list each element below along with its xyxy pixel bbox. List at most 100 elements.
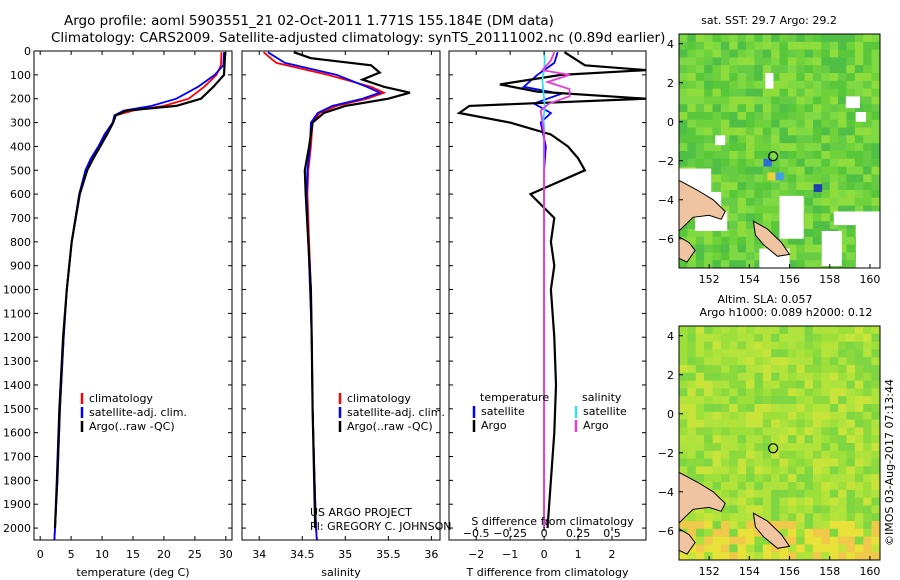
figure-title-line1: Argo profile: aoml 5903551_21 02-Oct-201… <box>64 13 554 29</box>
legend-label: Argo(..raw -QC) <box>347 420 433 433</box>
map-sst_map: 152 154 156 158 160 4 2 0 −2 −4 −6 <box>658 33 881 286</box>
land-1 <box>752 220 791 257</box>
legend-label: Argo(..raw -QC) <box>89 420 175 433</box>
map-frame <box>678 33 881 269</box>
x-tick-label: 0 <box>37 548 44 561</box>
y-tick-label: 1900 <box>3 498 31 511</box>
anomaly-pixel-3 <box>775 172 784 181</box>
land-1 <box>752 512 791 549</box>
map-x-tick-label: 158 <box>819 273 840 286</box>
land-2 <box>679 236 696 263</box>
cloud-gap-9 <box>855 219 880 268</box>
series-line-salinity-1 <box>267 51 383 540</box>
x2-tick-label: 0.5 <box>603 527 621 540</box>
cloud-gap-3 <box>715 135 726 146</box>
x-tick-label: 35.5 <box>376 548 401 561</box>
x-tick-label: 30 <box>219 548 233 561</box>
x-tick-label: 2 <box>609 548 616 561</box>
map-x-tick-label: 154 <box>739 565 760 578</box>
y-tick-label: 700 <box>10 212 31 225</box>
y-tick-label: 1000 <box>3 284 31 297</box>
x-tick-label: 15 <box>126 548 140 561</box>
credit-project: US ARGO PROJECT <box>310 506 412 519</box>
map-y-tick-label: −2 <box>658 447 674 460</box>
map-sla_map: 152 154 156 158 160 4 2 0 −2 −4 −6 <box>658 325 881 578</box>
y-tick-label: 600 <box>10 188 31 201</box>
x2-tick-label: −0.25 <box>493 527 527 540</box>
y-tick-label: 1200 <box>3 331 31 344</box>
profile-panel-salinity: 34 34.5 35 35.5 36 salinity <box>241 50 441 579</box>
land-2 <box>679 528 696 555</box>
series-line-differences-3 <box>539 51 571 529</box>
x-tick-label: 34 <box>252 548 266 561</box>
map-y-tick-label: −6 <box>658 233 674 246</box>
y-tick-label: 1700 <box>3 451 31 464</box>
y-tick-label: 800 <box>10 236 31 249</box>
cloud-gap-1 <box>845 96 860 109</box>
x-tick-label: 34.5 <box>290 548 315 561</box>
legend-label: climatology <box>347 392 411 405</box>
x-tick-label: 36 <box>424 548 438 561</box>
cloud-gap-2 <box>855 112 866 122</box>
y-tick-label: 300 <box>10 117 31 130</box>
legend-label: Argo <box>481 419 507 432</box>
y-tick-label: 1100 <box>3 307 31 320</box>
x-tick-label: 35 <box>338 548 352 561</box>
map-y-tick-label: −4 <box>658 486 674 499</box>
map-title-sst: sat. SST: 29.7 Argo: 29.2 <box>701 14 837 27</box>
map-y-tick-label: −4 <box>658 194 674 207</box>
x-axis-label: temperature (deg C) <box>76 566 189 579</box>
map-field-sst_map <box>679 34 880 268</box>
series-line-salinity-2 <box>293 51 411 529</box>
anomaly-pixel-2 <box>767 172 776 181</box>
map-x-tick-label: 154 <box>739 273 760 286</box>
map-x-tick-label: 156 <box>779 273 800 286</box>
y-tick-label: 900 <box>10 260 31 273</box>
argo-position-marker <box>768 443 779 454</box>
legend-title-temperature: temperature <box>480 391 549 404</box>
land-0 <box>679 471 726 524</box>
y-tick-label: 500 <box>10 164 31 177</box>
secondary-axis-salinity-diff: −0.5 −0.25 0 0.25 0.5S difference from clima… <box>463 515 634 540</box>
anomaly-pixel-1 <box>813 184 823 192</box>
series-line-temperature-2 <box>53 52 227 529</box>
map-frame <box>678 325 881 561</box>
map-y-tick-label: −6 <box>658 525 674 538</box>
imos-stamp: ©IMOS 03-Aug-2017 07:13:44 <box>883 379 896 546</box>
figure-title-line2: Climatology: CARS2009. Satellite-adjuste… <box>51 30 666 46</box>
x-tick-label: 10 <box>95 548 109 561</box>
x-tick-label: −1 <box>502 548 518 561</box>
legend-label: climatology <box>89 392 153 405</box>
x-tick-label: 20 <box>157 548 171 561</box>
x-tick-label: 1 <box>575 548 582 561</box>
cloud-gap-11 <box>821 230 842 267</box>
map-x-tick-label: 152 <box>699 273 720 286</box>
plot-frame-differences <box>448 50 647 541</box>
map-y-tick-label: 0 <box>667 408 674 421</box>
map-y-tick-label: −2 <box>658 155 674 168</box>
map-field-sla_map <box>679 326 880 560</box>
y-tick-label: 100 <box>10 69 31 82</box>
series-line-temperature-0 <box>53 52 223 540</box>
map-x-tick-label: 152 <box>699 565 720 578</box>
legend-differences: temperature salinitysatelliteArgosatellit… <box>472 391 627 432</box>
y-tick-label: 0 <box>24 45 31 58</box>
cloud-gap-0 <box>765 73 774 89</box>
x-tick-label: −2 <box>468 548 484 561</box>
legend-title-salinity: salinity <box>582 391 622 404</box>
legend-label: Argo <box>583 419 609 432</box>
y-tick-label: 400 <box>10 140 31 153</box>
y-tick-label: 2000 <box>3 522 31 535</box>
land-0 <box>679 179 726 232</box>
credit-pi: PI: GREGORY C. JOHNSON <box>310 520 451 533</box>
profile-panel-differences: −2 −1 0 1 2 T difference from climatology <box>448 50 647 579</box>
y-tick-label: 1300 <box>3 355 31 368</box>
anomaly-pixel-0 <box>763 158 772 167</box>
legend-label: satellite-adj. clim. <box>89 406 187 419</box>
series-line-differences-1 <box>456 51 646 529</box>
map-x-tick-label: 160 <box>859 273 880 286</box>
x2-tick-label: −0.5 <box>463 527 490 540</box>
legend-label: satellite <box>481 405 525 418</box>
